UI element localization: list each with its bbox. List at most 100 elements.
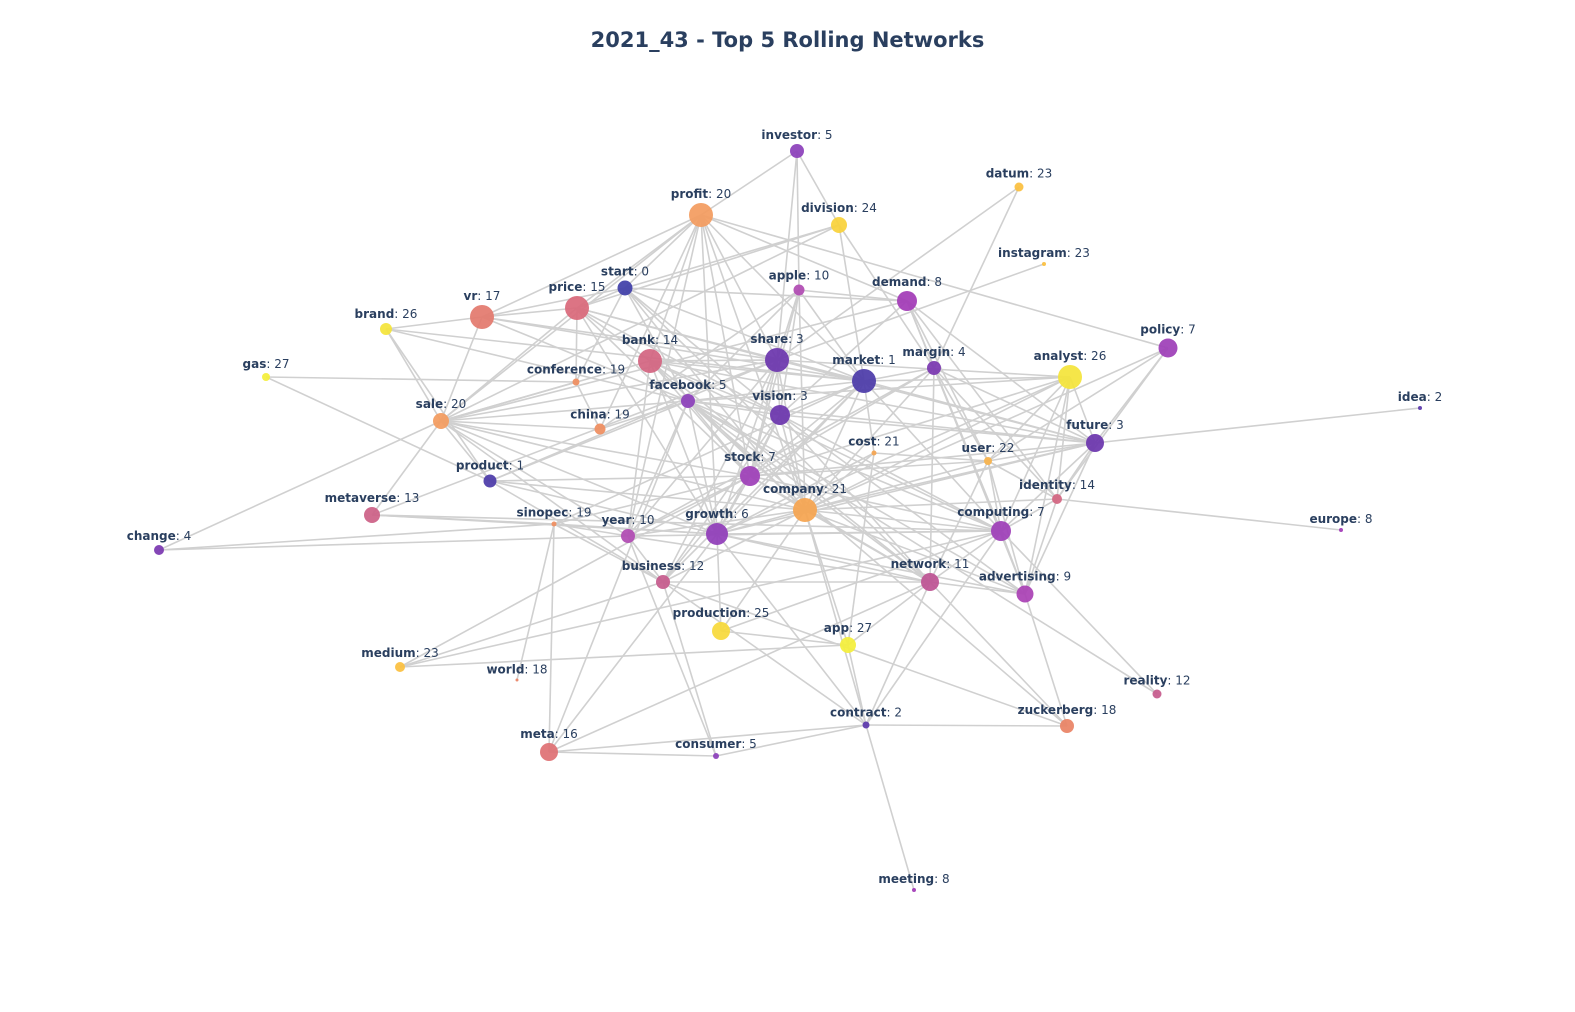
edge-computing-medium bbox=[399, 530, 1002, 668]
node-label-word: computing bbox=[957, 505, 1029, 519]
node-reality[interactable] bbox=[1152, 689, 1162, 699]
node-label-word: facebook bbox=[649, 378, 712, 392]
node-policy[interactable] bbox=[1158, 338, 1178, 358]
node-label-europe: europe: 8 bbox=[1309, 512, 1372, 526]
node-analyst[interactable] bbox=[1058, 365, 1082, 389]
node-investor[interactable] bbox=[790, 144, 804, 158]
node-label-user: user: 22 bbox=[962, 441, 1015, 455]
node-consumer[interactable] bbox=[713, 753, 719, 759]
edge-sinopec-meta bbox=[548, 523, 555, 753]
node-label-china: china: 19 bbox=[570, 408, 630, 422]
node-advertising[interactable] bbox=[1016, 585, 1034, 603]
node-app[interactable] bbox=[840, 637, 856, 653]
node-world[interactable] bbox=[515, 678, 519, 682]
node-metaverse[interactable] bbox=[364, 507, 380, 523]
edge-datum-margin bbox=[933, 186, 1020, 369]
node-label-count: : 2 bbox=[1427, 390, 1443, 404]
node-label-count: : 22 bbox=[991, 441, 1014, 455]
node-europe[interactable] bbox=[1339, 528, 1343, 532]
edge-bank-year bbox=[627, 360, 651, 537]
node-business[interactable] bbox=[656, 575, 670, 589]
node-conference[interactable] bbox=[572, 378, 580, 386]
node-label-word: policy bbox=[1140, 323, 1180, 337]
node-market[interactable] bbox=[852, 369, 876, 393]
node-profit[interactable] bbox=[689, 203, 713, 227]
edge-company-production bbox=[720, 509, 806, 632]
edge-user-computing bbox=[987, 460, 1002, 532]
node-label-count: : 26 bbox=[1083, 349, 1106, 363]
node-price[interactable] bbox=[565, 296, 589, 320]
node-label-word: medium bbox=[361, 646, 415, 660]
node-label-count: : 5 bbox=[817, 128, 833, 142]
node-network[interactable] bbox=[921, 573, 939, 591]
edge-demand-identity bbox=[906, 300, 1058, 500]
node-growth[interactable] bbox=[706, 523, 728, 545]
node-label-policy: policy: 7 bbox=[1140, 323, 1196, 337]
node-meeting[interactable] bbox=[912, 888, 916, 892]
node-margin[interactable] bbox=[927, 361, 941, 375]
node-computing[interactable] bbox=[991, 521, 1011, 541]
edge-contract-zuckerberg bbox=[865, 724, 1068, 727]
node-start[interactable] bbox=[617, 280, 633, 296]
edge-price-bank bbox=[576, 307, 651, 362]
node-label-word: identity bbox=[1019, 478, 1072, 492]
node-zuckerberg[interactable] bbox=[1060, 719, 1074, 733]
node-future[interactable] bbox=[1086, 434, 1104, 452]
node-year[interactable] bbox=[621, 529, 635, 543]
edge-network-zuckerberg bbox=[929, 581, 1068, 727]
node-share[interactable] bbox=[765, 348, 789, 372]
node-demand[interactable] bbox=[897, 291, 917, 311]
edge-network-meta bbox=[548, 581, 931, 753]
node-identity[interactable] bbox=[1052, 494, 1062, 504]
node-contract[interactable] bbox=[862, 721, 870, 729]
node-sinopec[interactable] bbox=[551, 521, 557, 527]
node-label-world: world: 18 bbox=[486, 663, 547, 677]
edge-facebook-reality bbox=[687, 400, 1158, 695]
node-label-brand: brand: 26 bbox=[355, 307, 418, 321]
node-production[interactable] bbox=[712, 622, 730, 640]
node-vr[interactable] bbox=[470, 305, 494, 329]
node-label-word: consumer bbox=[675, 737, 741, 751]
edge-network-contract bbox=[865, 581, 931, 726]
node-change[interactable] bbox=[154, 545, 164, 555]
node-brand[interactable] bbox=[380, 323, 392, 335]
node-sale[interactable] bbox=[433, 413, 449, 429]
node-bank[interactable] bbox=[638, 349, 662, 373]
node-label-word: stock bbox=[724, 450, 761, 464]
edge-contract-meta bbox=[548, 724, 867, 753]
node-datum[interactable] bbox=[1014, 182, 1024, 192]
node-label-word: europe bbox=[1309, 512, 1357, 526]
edge-stock-business bbox=[662, 475, 751, 583]
node-label-network: network: 11 bbox=[891, 557, 970, 571]
node-label-change: change: 4 bbox=[127, 529, 192, 543]
edge-vr-brand bbox=[385, 316, 483, 330]
node-label-count: : 13 bbox=[396, 491, 419, 505]
edge-user-stock bbox=[749, 460, 989, 477]
node-division[interactable] bbox=[831, 217, 847, 233]
node-apple[interactable] bbox=[793, 284, 805, 296]
node-gas[interactable] bbox=[262, 373, 270, 381]
node-medium[interactable] bbox=[395, 662, 405, 672]
node-label-profit: profit: 20 bbox=[671, 187, 732, 201]
node-label-count: : 1 bbox=[880, 353, 896, 367]
node-china[interactable] bbox=[594, 423, 606, 435]
node-company[interactable] bbox=[793, 498, 817, 522]
node-label-word: production bbox=[673, 606, 747, 620]
edge-bank-market bbox=[649, 360, 865, 382]
node-label-word: gas bbox=[243, 357, 267, 371]
node-instagram[interactable] bbox=[1042, 262, 1046, 266]
node-product[interactable] bbox=[483, 474, 497, 488]
node-facebook[interactable] bbox=[681, 394, 695, 408]
node-label-meta: meta: 16 bbox=[520, 727, 578, 741]
node-label-start: start: 0 bbox=[601, 265, 649, 279]
node-stock[interactable] bbox=[740, 466, 760, 486]
node-cost[interactable] bbox=[871, 450, 877, 456]
node-user[interactable] bbox=[984, 457, 992, 465]
node-idea[interactable] bbox=[1418, 406, 1422, 410]
node-label-count: : 21 bbox=[824, 482, 847, 496]
edge-vision-future bbox=[779, 414, 1096, 444]
edge-computing-reality bbox=[1000, 530, 1158, 695]
node-vision[interactable] bbox=[770, 405, 790, 425]
node-meta[interactable] bbox=[540, 743, 558, 761]
edge-growth-meta bbox=[548, 533, 718, 753]
